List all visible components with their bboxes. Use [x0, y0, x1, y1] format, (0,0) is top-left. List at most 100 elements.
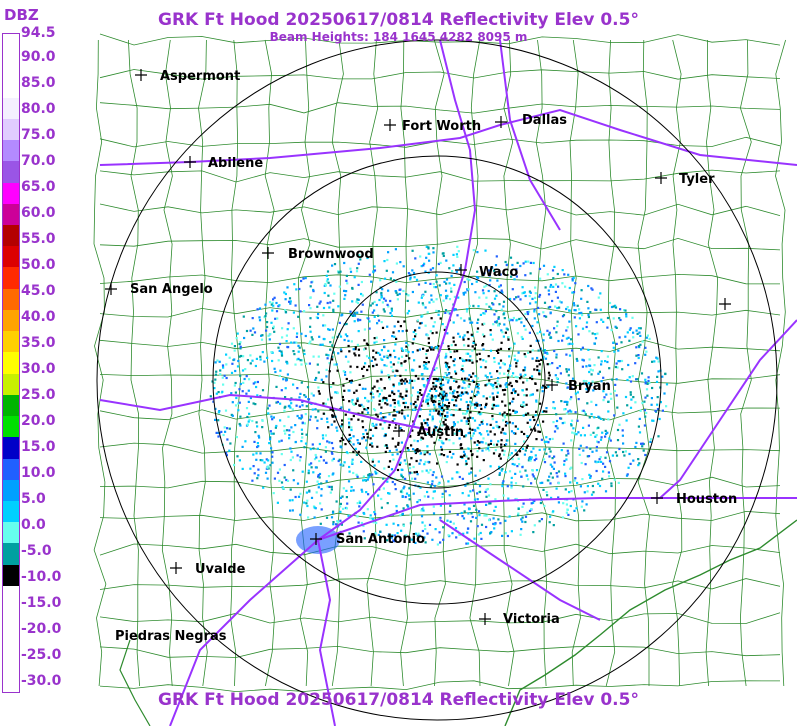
echo-pixel: [498, 372, 501, 375]
echo-pixel: [326, 485, 329, 488]
echo-pixel: [503, 317, 506, 320]
echo-pixel: [485, 402, 488, 405]
echo-pixel: [459, 398, 463, 401]
echo-pixel: [504, 532, 507, 535]
echo-pixel: [600, 460, 603, 463]
echo-pixel: [496, 391, 499, 394]
echo-pixel: [457, 296, 460, 299]
echo-pixel: [593, 416, 596, 419]
echo-pixel: [432, 399, 436, 403]
echo-pixel: [458, 394, 461, 397]
echo-pixel: [428, 259, 431, 262]
echo-pixel: [510, 452, 513, 455]
echo-pixel: [305, 433, 308, 436]
echo-pixel: [387, 465, 390, 468]
echo-pixel: [571, 377, 575, 380]
echo-pixel: [574, 392, 577, 395]
echo-pixel: [480, 523, 484, 526]
echo-pixel: [566, 386, 569, 389]
echo-pixel: [607, 471, 610, 474]
echo-pixel: [346, 335, 349, 338]
echo-pixel: [474, 291, 477, 294]
echo-pixel: [396, 410, 399, 414]
echo-pixel: [412, 338, 415, 341]
echo-pixel: [425, 400, 428, 403]
echo-pixel: [537, 306, 540, 309]
echo-pixel: [314, 466, 317, 469]
echo-pixel: [266, 325, 269, 329]
highway-line: [169, 539, 319, 726]
echo-pixel: [514, 391, 517, 394]
echo-pixel: [496, 370, 499, 373]
legend-tick-label: 15.0: [21, 439, 56, 455]
echo-pixel: [303, 422, 306, 425]
echo-pixel: [372, 396, 375, 399]
echo-pixel: [498, 303, 501, 306]
echo-pixel: [536, 321, 539, 324]
echo-pixel: [551, 362, 554, 365]
echo-pixel: [513, 342, 516, 345]
echo-pixel: [257, 468, 260, 471]
echo-pixel: [348, 400, 351, 403]
echo-pixel: [639, 327, 642, 330]
echo-pixel: [496, 395, 499, 398]
echo-pixel: [276, 400, 279, 404]
echo-pixel: [548, 447, 551, 450]
echo-pixel: [466, 392, 469, 395]
echo-pixel: [325, 516, 329, 519]
echo-pixel: [425, 245, 428, 248]
echo-pixel: [414, 333, 418, 336]
echo-pixel: [366, 399, 369, 402]
echo-pixel: [278, 374, 281, 377]
echo-pixel: [527, 310, 531, 313]
echo-pixel: [215, 392, 218, 395]
echo-pixel: [452, 395, 455, 398]
echo-pixel: [618, 336, 621, 339]
echo-pixel: [352, 471, 355, 475]
echo-pixel: [456, 513, 459, 516]
echo-pixel: [475, 353, 478, 356]
echo-pixel: [303, 349, 306, 352]
echo-pixel: [316, 363, 319, 366]
echo-pixel: [324, 402, 327, 405]
echo-pixel: [468, 508, 471, 511]
echo-pixel: [570, 338, 573, 341]
echo-pixel: [335, 523, 338, 526]
echo-pixel: [374, 358, 377, 361]
echo-pixel: [467, 288, 470, 291]
echo-pixel: [452, 522, 455, 525]
echo-pixel: [267, 412, 270, 415]
echo-pixel: [431, 395, 434, 398]
echo-pixel: [363, 408, 366, 411]
echo-pixel: [454, 399, 458, 402]
echo-pixel: [241, 445, 244, 448]
echo-pixel: [373, 265, 376, 268]
echo-pixel: [521, 292, 524, 295]
echo-pixel: [467, 512, 470, 515]
echo-pixel: [327, 354, 330, 357]
echo-pixel: [608, 367, 611, 370]
echo-pixel: [539, 330, 542, 333]
echo-pixel: [416, 391, 420, 394]
echo-pixel: [554, 305, 557, 308]
echo-pixel: [507, 376, 510, 379]
echo-pixel: [326, 270, 330, 273]
echo-pixel: [478, 423, 481, 427]
echo-pixel: [610, 482, 613, 485]
echo-pixel: [401, 330, 404, 333]
echo-pixel: [509, 453, 512, 457]
echo-pixel: [509, 381, 512, 384]
echo-pixel: [446, 381, 450, 384]
echo-pixel: [594, 460, 597, 463]
echo-pixel: [324, 446, 327, 449]
echo-pixel: [495, 420, 498, 424]
echo-pixel: [549, 311, 552, 314]
echo-pixel: [615, 454, 619, 457]
echo-pixel: [421, 529, 424, 533]
echo-pixel: [236, 365, 240, 368]
echo-pixel: [533, 524, 536, 527]
echo-pixel: [251, 333, 254, 336]
echo-pixel: [514, 411, 517, 414]
county-line: [99, 645, 781, 658]
echo-pixel: [280, 481, 284, 484]
